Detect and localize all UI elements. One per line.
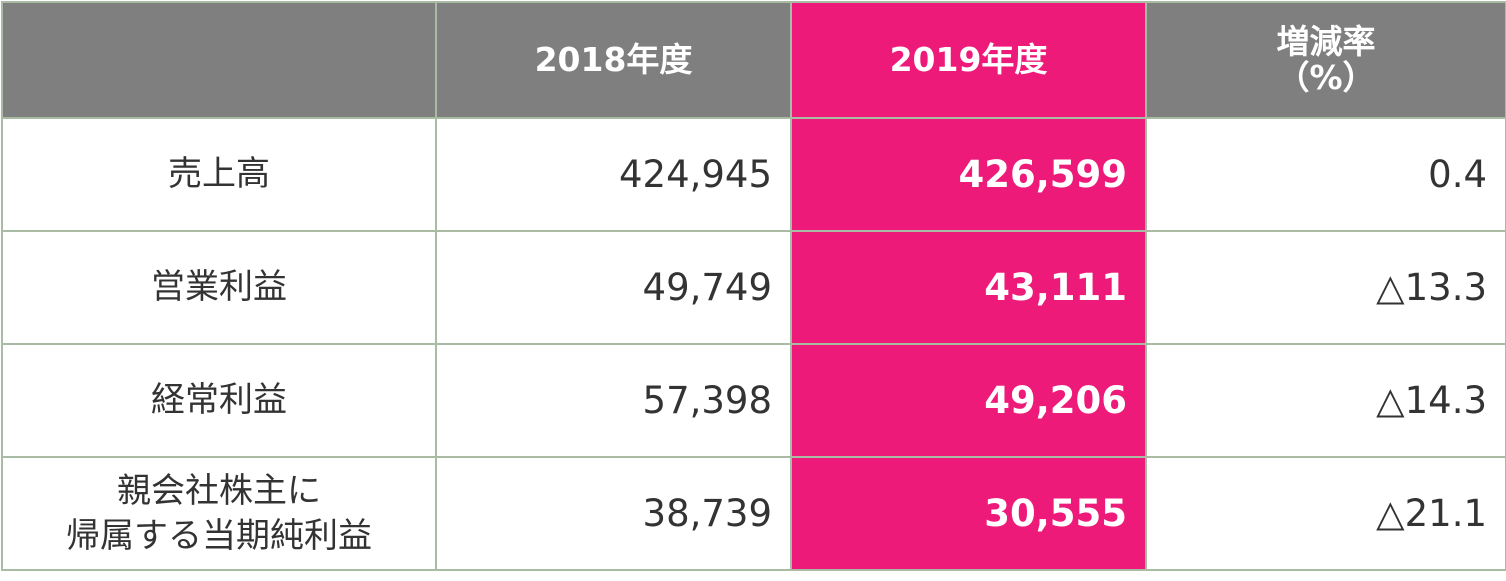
row-label-text: 親会社株主に (117, 471, 321, 512)
table-body: 売上高 424,945 426,599 0.4 営業利益 49,749 43,111 △13.… (1, 117, 1506, 571)
header-text: 2018年度 (534, 39, 693, 79)
value-cell: 424,945 (435, 117, 792, 232)
row-label: 経常利益 (1, 343, 437, 458)
row-label: 売上高 (1, 117, 437, 232)
table-row: 営業利益 49,749 43,111 △13.3 (1, 230, 1506, 345)
value-cell: 43,111 (790, 230, 1147, 345)
value-cell: 426,599 (790, 117, 1147, 232)
value-cell: 49,749 (435, 230, 792, 345)
value-cell: 30,555 (790, 456, 1147, 571)
header-text: 2019年度 (889, 39, 1048, 79)
row-label-text: 売上高 (168, 154, 270, 195)
value-cell: 57,398 (435, 343, 792, 458)
header-text: （%） (1276, 58, 1376, 97)
value-cell: △13.3 (1145, 230, 1506, 345)
column-header: 2019年度 (790, 1, 1147, 119)
column-header: 増減率 （%） (1145, 1, 1506, 119)
table-row: 売上高 424,945 426,599 0.4 (1, 117, 1506, 232)
row-label: 親会社株主に 帰属する当期純利益 (1, 456, 437, 571)
header-row: 2018年度 2019年度 増減率 （%） (1, 1, 1506, 119)
value-cell: 38,739 (435, 456, 792, 571)
value-cell: 0.4 (1145, 117, 1506, 232)
table-row: 親会社株主に 帰属する当期純利益 38,739 30,555 △21.1 (1, 456, 1506, 571)
value-cell: 49,206 (790, 343, 1147, 458)
header-corner (1, 1, 437, 119)
column-header: 2018年度 (435, 1, 792, 119)
value-cell: △14.3 (1145, 343, 1506, 458)
table-row: 経常利益 57,398 49,206 △14.3 (1, 343, 1506, 458)
row-label-text: 経常利益 (151, 380, 287, 421)
value-cell: △21.1 (1145, 456, 1506, 571)
row-label-text: 帰属する当期純利益 (66, 515, 372, 556)
row-label: 営業利益 (1, 230, 437, 345)
row-label-text: 営業利益 (151, 267, 287, 308)
header-text: 増減率 (1276, 21, 1376, 61)
